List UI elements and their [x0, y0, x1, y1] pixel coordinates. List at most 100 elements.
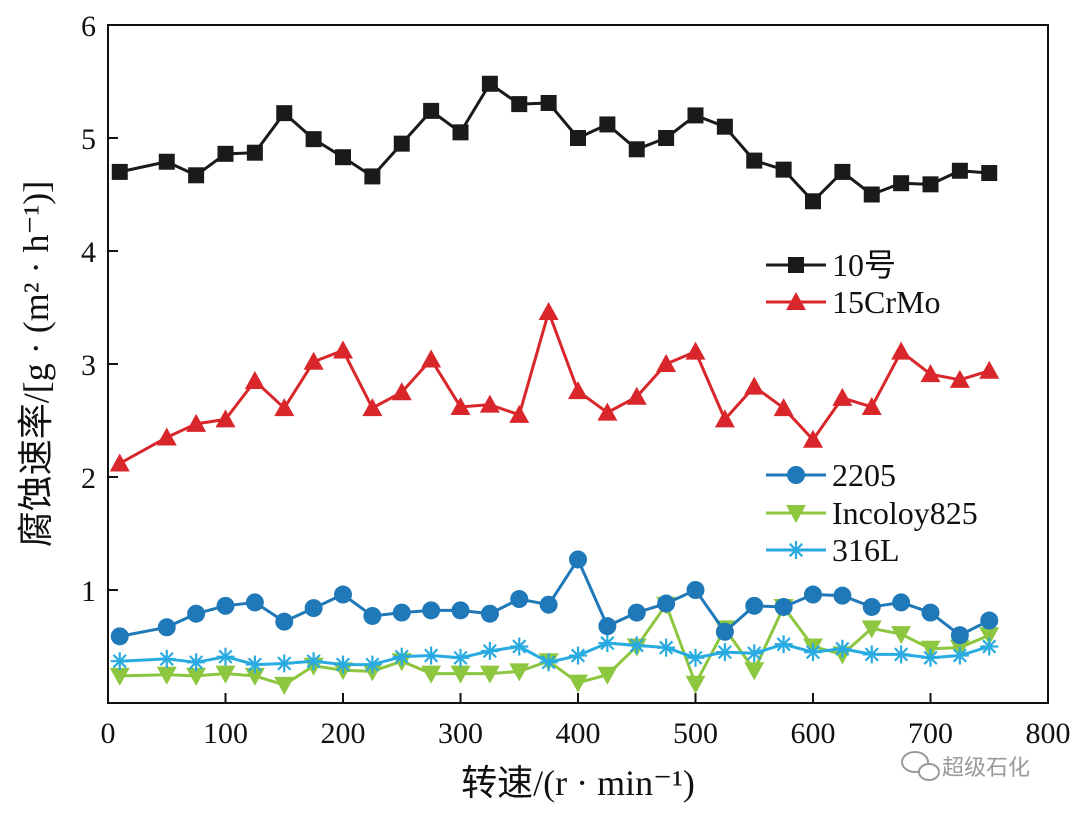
data-point: [862, 597, 881, 616]
x-axis-title: 转速/(r · min⁻¹): [461, 763, 695, 803]
data-point: [834, 163, 851, 180]
legend-entry: 316L: [766, 532, 900, 568]
data-point: [833, 586, 852, 605]
data-point: [451, 601, 470, 620]
x-tick-label: 700: [908, 717, 953, 750]
series-1: [109, 302, 1000, 472]
data-point: [109, 453, 130, 472]
data-point: [744, 662, 765, 681]
data-point: [773, 398, 794, 417]
data-point: [569, 646, 587, 665]
data-point: [570, 130, 586, 146]
data-point: [628, 141, 645, 158]
x-tick-label: 800: [1026, 717, 1071, 750]
legend-entry: Incoloy825: [766, 495, 978, 531]
data-point: [362, 398, 383, 417]
data-point: [658, 130, 675, 146]
data-point: [714, 409, 735, 428]
data-point: [568, 674, 588, 693]
data-point: [335, 149, 351, 166]
data-point: [158, 153, 175, 170]
data-point: [276, 105, 293, 122]
data-point: [334, 585, 352, 604]
data-point: [244, 370, 265, 389]
data-point: [657, 638, 676, 657]
data-point: [216, 647, 235, 666]
data-point: [111, 163, 128, 180]
data-point: [804, 585, 822, 604]
data-point: [244, 667, 265, 686]
data-point: [656, 354, 677, 372]
data-point: [804, 643, 822, 662]
x-tick-label: 600: [791, 717, 836, 750]
legend-label: 2205: [832, 457, 896, 493]
data-point: [156, 666, 177, 685]
data-point: [921, 603, 940, 622]
legend-label: Incoloy825: [832, 495, 978, 531]
legend-label: 316L: [832, 532, 900, 568]
data-point: [245, 593, 264, 612]
x-tick-label: 500: [673, 717, 718, 750]
data-point: [775, 161, 792, 178]
data-point: [156, 427, 177, 446]
data-point: [892, 593, 911, 612]
data-point: [746, 152, 763, 169]
data-point: [862, 645, 881, 664]
data-point: [597, 402, 618, 421]
data-point: [363, 655, 382, 674]
data-point: [215, 409, 236, 428]
data-point: [246, 144, 263, 161]
series-0: [111, 75, 998, 210]
data-point: [861, 620, 882, 639]
data-point: [685, 341, 706, 360]
data-point: [788, 257, 804, 273]
data-point: [627, 636, 646, 655]
data-point: [599, 116, 616, 133]
data-point: [861, 396, 882, 415]
data-point: [305, 131, 322, 148]
data-point: [891, 341, 912, 360]
legend-entry: 15CrMo: [766, 284, 940, 320]
data-point: [715, 622, 734, 641]
x-tick-label: 300: [438, 717, 483, 750]
watermark: 超级石化: [901, 751, 1030, 781]
legend-entry: 2205: [766, 457, 896, 493]
y-tick-label: 5: [81, 123, 96, 156]
y-tick-label: 4: [81, 236, 96, 269]
data-point: [421, 665, 442, 684]
data-point: [157, 618, 176, 637]
data-point: [275, 612, 294, 631]
data-point: [803, 429, 823, 448]
y-tick-label: 6: [81, 10, 96, 43]
data-point: [217, 145, 234, 162]
data-point: [539, 595, 558, 614]
data-point: [186, 413, 207, 432]
data-point: [715, 643, 734, 662]
data-point: [744, 376, 765, 395]
data-point: [421, 349, 442, 368]
data-point: [274, 676, 295, 695]
data-point: [391, 382, 412, 401]
data-point: [509, 404, 530, 423]
data-point: [787, 541, 805, 559]
data-point: [450, 396, 471, 415]
data-point: [685, 675, 706, 694]
data-point: [893, 175, 910, 192]
data-point: [479, 665, 500, 684]
data-point: [274, 398, 295, 417]
x-tick-label: 0: [101, 717, 116, 750]
data-point: [479, 394, 500, 413]
legend-label: 10号: [832, 247, 896, 283]
data-point: [786, 292, 806, 310]
data-point: [627, 603, 646, 622]
data-point: [304, 599, 323, 618]
data-point: [540, 94, 557, 111]
x-tick-label: 200: [321, 717, 366, 750]
data-point: [598, 634, 617, 653]
data-point: [920, 364, 941, 383]
data-point: [110, 627, 129, 646]
data-point: [511, 96, 528, 113]
data-point: [334, 655, 352, 674]
